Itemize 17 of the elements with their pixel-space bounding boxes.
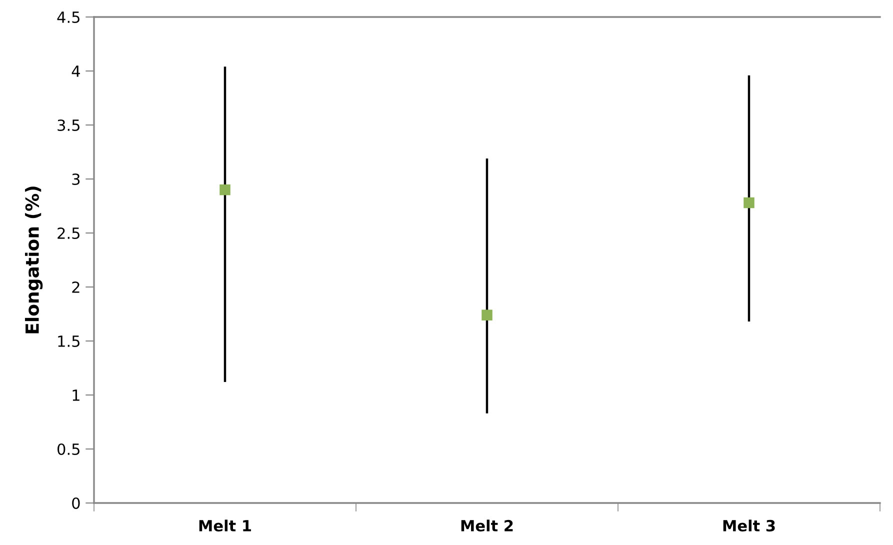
x-tick-label: Melt 3 — [723, 520, 775, 532]
point — [220, 184, 230, 196]
y-axis-title: Elongation (%) — [25, 186, 43, 334]
y-tick-label: 3 — [72, 173, 80, 186]
point — [744, 197, 754, 208]
x-tick-label: Melt 1 — [199, 520, 251, 532]
y-tick-label: 1.5 — [58, 336, 80, 348]
y-tick-label: 4 — [72, 66, 80, 77]
y-tick-label: 4.5 — [57, 12, 80, 24]
y-tick-label: 0.5 — [58, 443, 80, 456]
y-tick-label: 2.5 — [58, 227, 80, 240]
y-tick-label: 0 — [72, 497, 80, 510]
point — [482, 310, 492, 320]
y-tick-label: 1 — [72, 390, 80, 401]
y-tick-label: 2 — [72, 281, 80, 293]
x-tick-label: Melt 2 — [461, 520, 513, 532]
y-tick-label: 3.5 — [58, 119, 80, 132]
